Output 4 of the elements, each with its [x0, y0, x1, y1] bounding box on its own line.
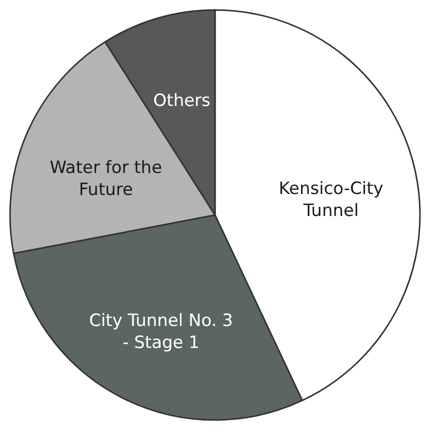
slice-label: Kensico-City Tunnel — [278, 179, 384, 222]
slice-label: Water for the Future — [50, 158, 162, 200]
slice-label: Others — [153, 90, 211, 111]
slice-label: City Tunnel No. 3 - Stage 1 — [89, 310, 233, 353]
